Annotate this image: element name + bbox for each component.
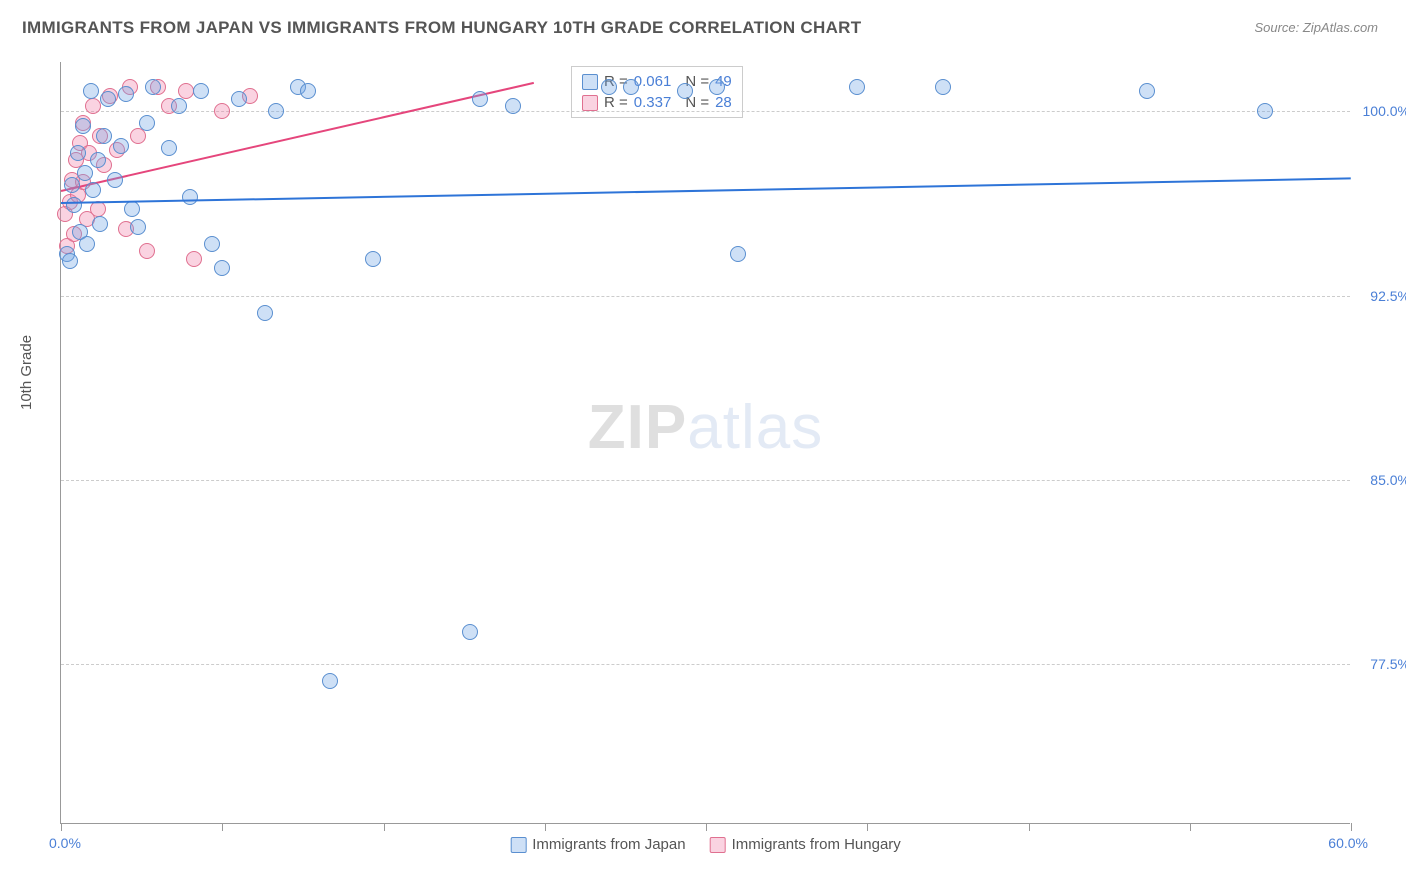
data-point-japan	[139, 115, 155, 131]
data-point-japan	[204, 236, 220, 252]
data-point-japan	[214, 260, 230, 276]
x-tick	[706, 823, 707, 831]
data-point-japan	[66, 197, 82, 213]
data-point-japan	[322, 673, 338, 689]
x-tick	[867, 823, 868, 831]
plot-area: ZIPatlas R = 0.061 N = 49 R = 0.337 N = …	[60, 62, 1350, 824]
data-point-hungary	[139, 243, 155, 259]
data-point-japan	[161, 140, 177, 156]
data-point-japan	[79, 236, 95, 252]
legend-swatch-hungary-icon	[710, 837, 726, 853]
gridline	[61, 664, 1350, 665]
data-point-japan	[64, 177, 80, 193]
data-point-japan	[92, 216, 108, 232]
legend-swatch-hungary	[582, 95, 598, 111]
data-point-japan	[300, 83, 316, 99]
data-point-japan	[182, 189, 198, 205]
y-tick-label: 77.5%	[1355, 656, 1406, 672]
data-point-japan	[75, 118, 91, 134]
data-point-japan	[70, 145, 86, 161]
x-tick	[384, 823, 385, 831]
y-axis-label: 10th Grade	[18, 335, 35, 410]
data-point-japan	[193, 83, 209, 99]
data-point-japan	[462, 624, 478, 640]
data-point-japan	[118, 86, 134, 102]
legend-swatch-japan-icon	[510, 837, 526, 853]
legend-swatch-japan	[582, 74, 598, 90]
data-point-japan	[107, 172, 123, 188]
data-point-japan	[472, 91, 488, 107]
data-point-japan	[257, 305, 273, 321]
data-point-hungary	[85, 98, 101, 114]
data-point-japan	[935, 79, 951, 95]
data-point-japan	[124, 201, 140, 217]
data-point-japan	[145, 79, 161, 95]
data-point-japan	[85, 182, 101, 198]
data-point-japan	[601, 79, 617, 95]
data-point-japan	[231, 91, 247, 107]
data-point-japan	[130, 219, 146, 235]
data-point-hungary	[214, 103, 230, 119]
data-point-japan	[623, 79, 639, 95]
x-tick	[545, 823, 546, 831]
data-point-japan	[849, 79, 865, 95]
x-tick	[61, 823, 62, 831]
gridline	[61, 296, 1350, 297]
x-tick	[222, 823, 223, 831]
data-point-japan	[268, 103, 284, 119]
data-point-japan	[505, 98, 521, 114]
data-point-hungary	[178, 83, 194, 99]
data-point-hungary	[186, 251, 202, 267]
trend-line-japan	[61, 178, 1351, 205]
legend-item-japan: Immigrants from Japan	[510, 836, 685, 853]
x-tick	[1029, 823, 1030, 831]
data-point-hungary	[90, 201, 106, 217]
data-point-japan	[90, 152, 106, 168]
watermark: ZIPatlas	[588, 392, 823, 463]
data-point-japan	[365, 251, 381, 267]
data-point-japan	[709, 79, 725, 95]
data-point-japan	[77, 165, 93, 181]
gridline	[61, 480, 1350, 481]
chart-title: IMMIGRANTS FROM JAPAN VS IMMIGRANTS FROM…	[22, 18, 861, 38]
x-min-label: 0.0%	[49, 835, 81, 851]
data-point-japan	[730, 246, 746, 262]
data-point-japan	[83, 83, 99, 99]
data-point-japan	[1257, 103, 1273, 119]
data-point-japan	[1139, 83, 1155, 99]
y-tick-label: 92.5%	[1355, 288, 1406, 304]
data-point-japan	[100, 91, 116, 107]
x-max-label: 60.0%	[1328, 835, 1368, 851]
y-tick-label: 85.0%	[1355, 472, 1406, 488]
bottom-legend: Immigrants from Japan Immigrants from Hu…	[510, 836, 901, 853]
data-point-japan	[96, 128, 112, 144]
source-attribution: Source: ZipAtlas.com	[1254, 20, 1378, 35]
y-tick-label: 100.0%	[1355, 103, 1406, 119]
data-point-japan	[113, 138, 129, 154]
stats-row-hungary: R = 0.337 N = 28	[582, 92, 732, 113]
data-point-japan	[677, 83, 693, 99]
gridline	[61, 111, 1350, 112]
x-tick	[1351, 823, 1352, 831]
legend-item-hungary: Immigrants from Hungary	[710, 836, 901, 853]
data-point-japan	[171, 98, 187, 114]
data-point-japan	[62, 253, 78, 269]
x-tick	[1190, 823, 1191, 831]
